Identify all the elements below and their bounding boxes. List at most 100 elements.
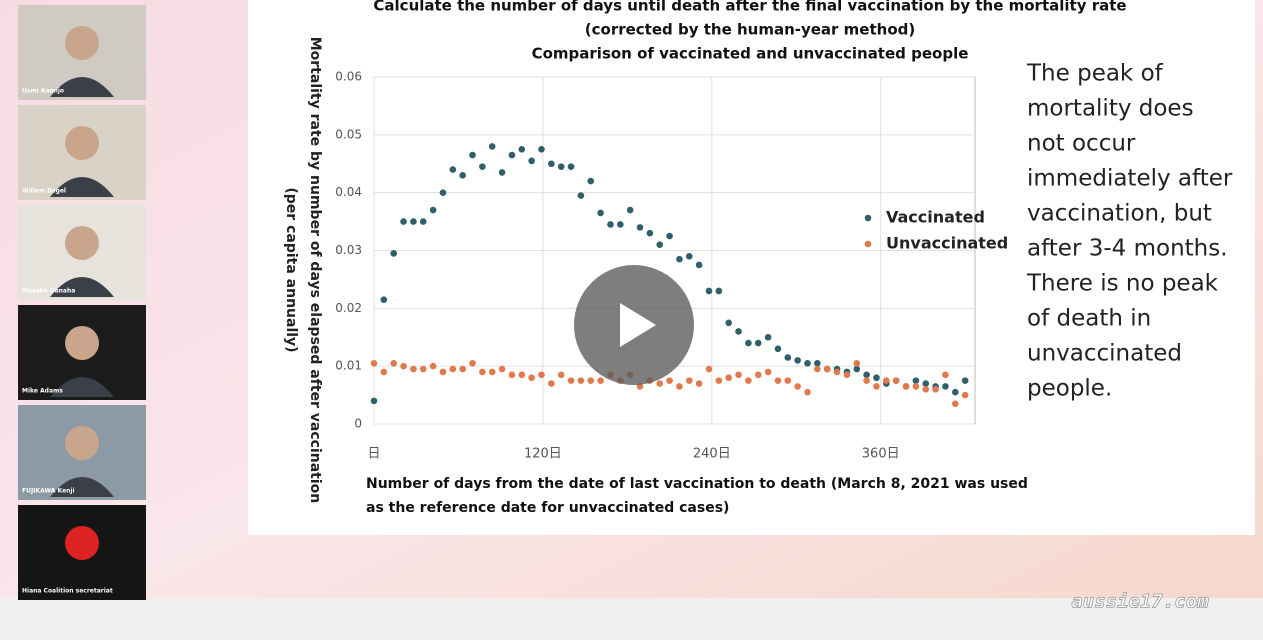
data-point	[439, 368, 447, 376]
participant-head	[65, 26, 99, 60]
slide-text: vaccination, but	[1027, 201, 1212, 227]
data-point	[459, 365, 466, 373]
data-point	[951, 400, 959, 408]
data-point	[528, 374, 535, 382]
slide	[248, 0, 1255, 535]
data-point	[942, 371, 949, 379]
chart-title: Comparison of vaccinated and unvaccinate…	[532, 45, 969, 63]
data-point	[518, 371, 526, 379]
data-point	[695, 261, 703, 269]
data-point	[597, 209, 604, 217]
participant-head	[65, 126, 99, 160]
data-point	[725, 319, 732, 327]
data-point	[498, 169, 506, 176]
data-point	[656, 380, 664, 387]
data-point	[942, 383, 949, 390]
data-point	[961, 391, 969, 399]
data-point	[823, 365, 831, 373]
data-point	[469, 359, 476, 367]
data-point	[380, 368, 388, 376]
play-icon[interactable]	[620, 303, 656, 347]
participant-body	[50, 277, 114, 297]
data-point	[873, 383, 880, 390]
participant-list: Usmi Kamijo Willem Engel Masako Ganaha Mike…	[18, 5, 146, 600]
data-point	[597, 377, 604, 384]
slide-text: unvaccinated	[1027, 341, 1182, 367]
participant-head	[65, 226, 99, 260]
data-point	[863, 377, 870, 384]
participant-body	[50, 377, 114, 397]
data-point	[469, 151, 476, 159]
data-point	[607, 221, 614, 228]
participant-name: Usmi Kamijo	[22, 88, 64, 95]
data-point	[705, 365, 713, 373]
data-point	[626, 206, 634, 214]
slide-text: not occur	[1027, 131, 1136, 157]
data-point	[557, 163, 565, 170]
data-point	[508, 151, 516, 159]
data-point	[804, 388, 811, 396]
data-point	[961, 377, 969, 384]
data-point	[922, 380, 930, 387]
participant-body	[50, 177, 114, 197]
data-point	[853, 365, 861, 373]
data-point	[883, 377, 890, 384]
data-point	[676, 255, 683, 263]
play-button[interactable]	[574, 265, 694, 385]
slide-text: after 3-4 months.	[1027, 236, 1228, 262]
data-point	[646, 229, 654, 237]
data-point	[419, 365, 427, 373]
data-point	[577, 192, 585, 199]
x-axis-label: as the reference date for unvaccinated c…	[366, 500, 729, 516]
participant-name: Mike Adams	[22, 388, 63, 395]
participant-name: Masako Ganaha	[22, 288, 75, 295]
data-point	[764, 333, 772, 341]
data-point	[429, 362, 437, 370]
slide-text: of death in	[1027, 306, 1151, 332]
data-point	[912, 377, 920, 384]
data-point	[400, 362, 407, 370]
data-point	[794, 357, 801, 364]
data-point	[774, 345, 782, 353]
data-point	[400, 218, 407, 225]
data-point	[853, 359, 861, 367]
chart: The peak of mortality does not occur immedi…	[283, 0, 1233, 516]
watermark: aussie17.com	[1071, 591, 1209, 613]
participant-head	[65, 326, 99, 360]
legend-marker	[864, 214, 872, 222]
data-point	[380, 296, 388, 303]
legend-label: Unvaccinated	[886, 234, 1008, 253]
x-axis-label: Number of days from the date of last vac…	[366, 476, 1028, 492]
data-point	[488, 143, 496, 150]
data-point	[390, 359, 398, 367]
data-point	[892, 377, 900, 384]
data-point	[479, 368, 486, 376]
data-point	[459, 172, 466, 179]
data-point	[774, 377, 782, 384]
participant-name: Willem Engel	[22, 188, 66, 195]
data-point	[410, 365, 417, 373]
data-point	[863, 371, 870, 379]
data-point	[429, 206, 437, 214]
data-point	[695, 380, 703, 387]
data-point	[873, 374, 880, 382]
data-point	[548, 160, 555, 168]
data-point	[498, 365, 506, 373]
slide-text: mortality does	[1027, 96, 1194, 122]
data-point	[370, 359, 378, 367]
data-point	[538, 371, 545, 379]
data-point	[656, 241, 664, 249]
chart-title: Calculate the number of days until death…	[373, 0, 1126, 15]
data-point	[833, 368, 841, 376]
y-tick-label: 0.05	[335, 127, 362, 141]
data-point	[548, 380, 555, 387]
x-tick-label: 日	[367, 447, 380, 462]
data-point	[528, 157, 535, 165]
x-tick-label: 240日	[693, 447, 731, 462]
data-point	[814, 359, 821, 367]
y-tick-label: 0.02	[335, 301, 362, 315]
data-point	[557, 371, 565, 379]
data-point	[715, 377, 723, 384]
data-point	[922, 386, 930, 393]
